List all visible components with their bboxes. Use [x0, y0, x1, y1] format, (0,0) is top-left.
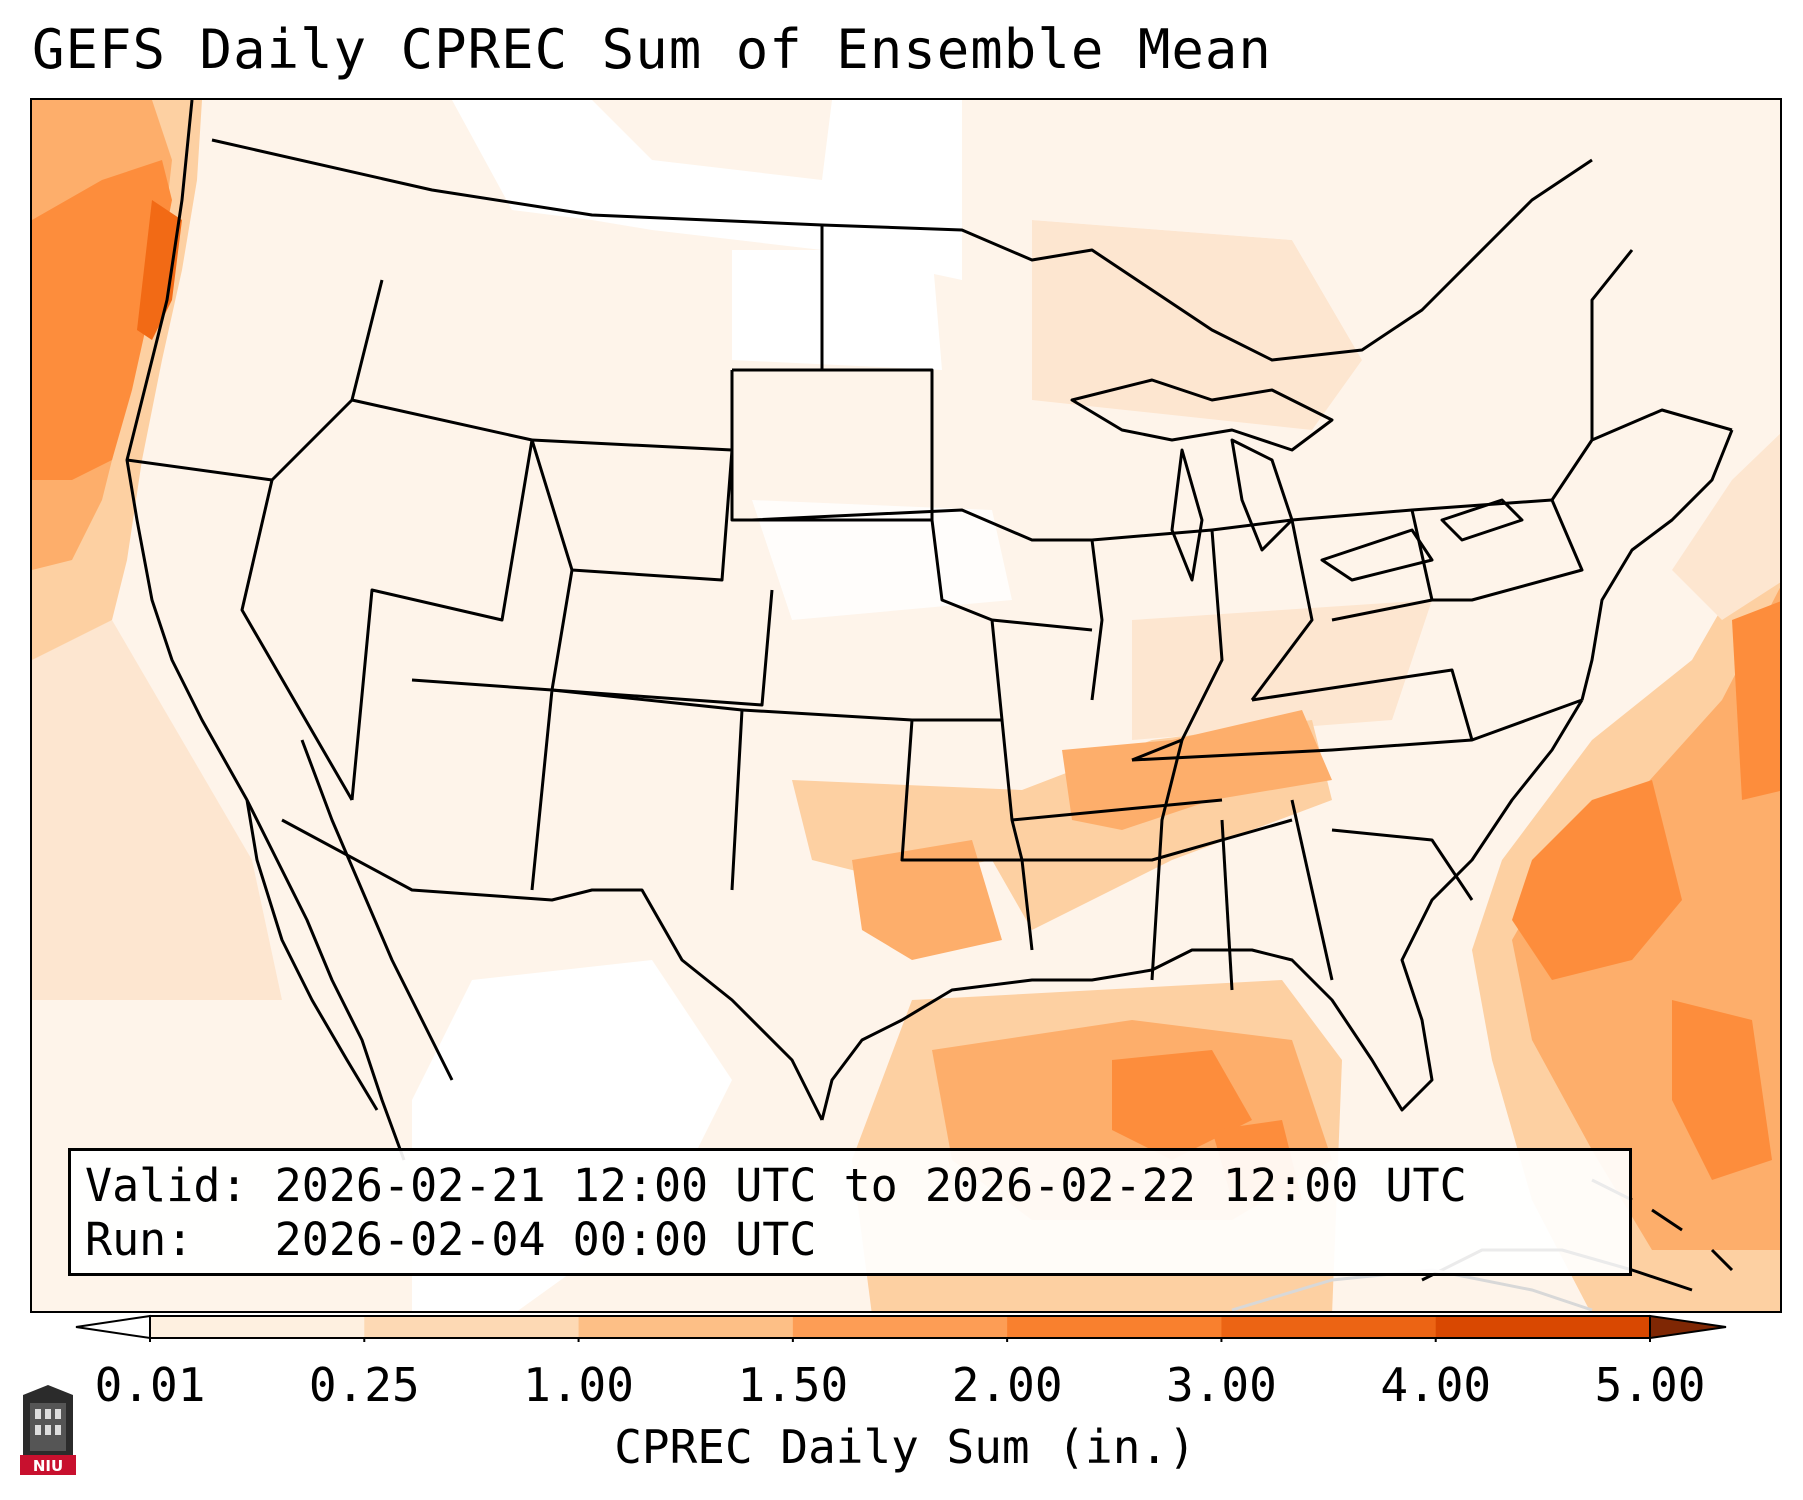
niu-logo-text: NIU — [33, 1457, 63, 1475]
colorbar-segment — [1435, 1316, 1651, 1338]
colorbar-tick-label: 5.00 — [1594, 1358, 1706, 1412]
colorbar-label: CPREC Daily Sum (in.) — [614, 1420, 1196, 1474]
shading-pacific — [32, 100, 412, 1311]
colorbar-tick-label: 2.00 — [951, 1358, 1063, 1412]
niu-logo-icon: NIU — [20, 1385, 76, 1475]
colorbar-tick-label: 3.00 — [1166, 1358, 1277, 1412]
precip-map — [32, 100, 1780, 1311]
colorbar-segment — [792, 1316, 1008, 1338]
map-title: GEFS Daily CPREC Sum of Ensemble Mean — [32, 18, 1272, 81]
shading-atlantic — [1472, 433, 1780, 1311]
colorbar-segment — [1007, 1316, 1222, 1338]
colorbar-tick-label: 1.00 — [523, 1358, 634, 1412]
colorbar-ticks — [149, 1338, 1651, 1342]
colorbar-extend-low — [75, 1314, 151, 1340]
shading-canada — [962, 100, 1780, 430]
colorbar-segments — [150, 1316, 1651, 1338]
colorbar-tick-label: 0.01 — [94, 1358, 206, 1412]
run-time-text: Run: 2026-02-04 00:00 UTC — [85, 1213, 817, 1266]
colorbar-tick-label: 4.00 — [1380, 1358, 1492, 1412]
colorbar-tick-label: 0.25 — [308, 1358, 420, 1412]
map-panel — [30, 98, 1782, 1313]
colorbar-tick-label: 1.50 — [737, 1358, 849, 1412]
colorbar-segment — [150, 1316, 365, 1338]
validity-info-box: Valid: 2026-02-21 12:00 UTC to 2026-02-2… — [68, 1148, 1632, 1276]
valid-time-text: Valid: 2026-02-21 12:00 UTC to 2026-02-2… — [85, 1159, 1467, 1212]
boundaries — [125, 100, 1734, 1292]
colorbar-segment — [578, 1316, 794, 1338]
colorbar-segment — [1221, 1316, 1437, 1338]
colorbar-segment — [364, 1316, 580, 1338]
colorbar — [75, 1314, 1727, 1342]
colorbar-extend-high — [1649, 1314, 1727, 1340]
